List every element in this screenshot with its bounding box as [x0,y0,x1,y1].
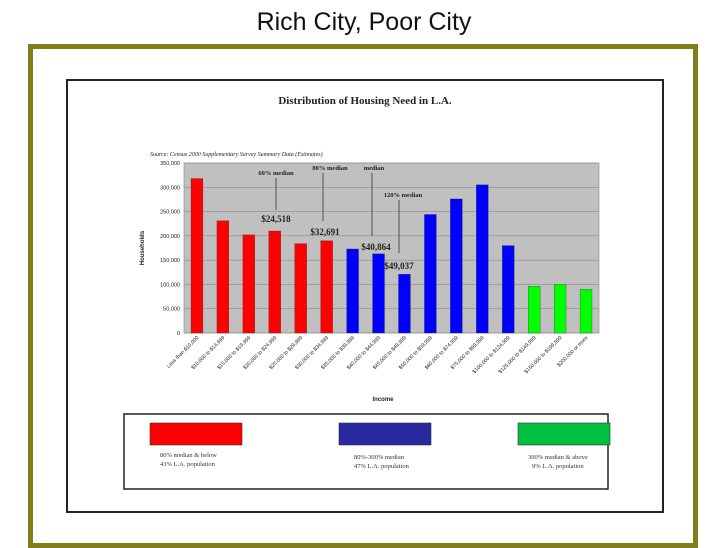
y-tick-label: 150,000 [160,258,180,264]
y-tick-label: 200,000 [160,234,180,240]
legend-item-low: 80% median & below 43% L.A. population [149,422,243,468]
legend-swatch [338,422,432,446]
bar [528,286,541,334]
bar-chart: Distribution of Housing Need in L.A. Sou… [123,95,611,490]
annotation-value: $24,518 [261,214,291,224]
bar-series [190,178,593,334]
chart-title: Distribution of Housing Need in L.A. [278,95,452,107]
bar [268,230,281,334]
chart-source: Source: Census 2000 Supplementary Survey… [150,151,323,158]
bar [216,220,230,334]
y-tick-label: 300,000 [160,185,180,191]
legend-swatch [149,422,243,446]
legend-swatch [517,422,611,446]
slide-title: Rich City, Poor City [256,8,472,36]
legend-line2: 9% L.A. population [532,463,584,470]
annotation-label: 80% median [312,165,348,172]
y-tick-label: 100,000 [160,282,180,288]
bar [476,184,489,334]
bar [372,253,385,334]
y-axis-ticks: 0 50,000 100,000 150,000 200,000 250,000 300,0… [160,161,180,337]
annotation-value: $40,864 [361,242,391,252]
annotation-60-median: 60% median $24,518 [258,170,294,224]
legend-line2: 47% L.A. population [354,463,410,470]
legend-line1: 80%-300% median [354,454,405,461]
chart-figure: Distribution of Housing Need in L.A. Sou… [66,79,664,513]
legend-item-mid: 80%-300% median 47% L.A. population [338,422,432,470]
bar [424,214,437,334]
legend-item-high: 300% median & above 9% L.A. population [517,422,611,470]
y-tick-label: 50,000 [163,307,180,313]
annotation-120-median: 120% median $49,037 [384,192,423,271]
bar [579,289,593,334]
x-axis-ticks: Less than $10,000$10,000 to $14,999$15,0… [166,335,590,375]
bar [346,248,359,334]
annotation-label: 120% median [384,192,423,199]
legend-line1: 80% median & below [160,452,217,459]
bar [398,274,411,334]
bar [553,284,567,334]
annotation-80-median: 80% median $32,691 [310,165,348,237]
bar [450,198,463,334]
bar [190,178,204,334]
annotation-value: $32,691 [310,227,340,237]
legend-line1: 300% median & above [528,454,588,461]
annotation-value: $49,037 [384,261,414,271]
y-tick-label: 0 [177,331,180,337]
bar [242,234,255,334]
annotation-label: median [364,165,385,172]
annotation-label: 60% median [258,170,294,177]
bar [502,245,515,334]
y-tick-label: 350,000 [160,161,180,167]
y-axis-label: Households [140,230,146,265]
legend-line2: 43% L.A. population [160,461,216,468]
x-axis-label: Income [372,397,394,403]
bar [320,240,333,334]
y-tick-label: 250,000 [160,210,180,216]
annotation-median: median $40,864 [361,165,391,252]
bar [294,243,307,334]
